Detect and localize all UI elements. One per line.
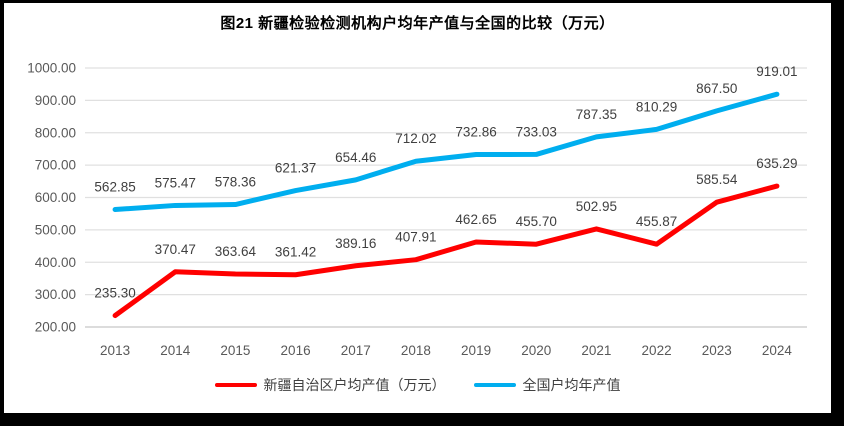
data-label: 810.29	[636, 99, 677, 114]
y-axis-tick-label: 800.00	[35, 125, 76, 140]
x-axis-tick-label: 2022	[642, 343, 672, 358]
data-label: 455.87	[636, 214, 677, 229]
x-axis-tick-label: 2019	[461, 343, 491, 358]
data-label: 235.30	[94, 286, 135, 301]
data-label: 621.37	[275, 161, 316, 176]
y-axis-tick-label: 200.00	[35, 320, 76, 335]
data-label: 575.47	[155, 175, 196, 190]
data-label: 361.42	[275, 245, 316, 260]
data-label: 363.64	[215, 244, 257, 259]
x-axis-tick-label: 2024	[762, 343, 793, 358]
x-axis-tick-label: 2021	[581, 343, 611, 358]
chart-legend: 新疆自治区户均产值（万元） 全国户均年产值	[4, 375, 831, 395]
x-axis-tick-label: 2017	[341, 343, 371, 358]
x-axis-tick-label: 2016	[281, 343, 311, 358]
y-axis-tick-label: 900.00	[35, 93, 76, 108]
data-label: 635.29	[756, 156, 797, 171]
y-axis-tick-label: 700.00	[35, 158, 76, 173]
x-axis-tick-label: 2018	[401, 343, 431, 358]
chart-title: 图21 新疆检验检测机构户均年产值与全国的比较（万元）	[220, 15, 615, 32]
data-label: 712.02	[395, 131, 436, 146]
data-label: 585.54	[696, 172, 738, 187]
x-axis-tick-label: 2020	[521, 343, 551, 358]
data-label: 462.65	[455, 212, 496, 227]
y-axis-tick-label: 300.00	[35, 287, 76, 302]
x-axis-tick-label: 2013	[100, 343, 130, 358]
data-label: 787.35	[576, 107, 617, 122]
data-label: 654.46	[335, 150, 376, 165]
legend-label-xinjiang: 新疆自治区户均产值（万元）	[263, 377, 446, 393]
data-label: 502.95	[576, 199, 617, 214]
x-axis-tick-label: 2014	[160, 343, 191, 358]
series-line	[112, 183, 780, 319]
series-line	[112, 91, 780, 213]
data-label: 370.47	[155, 242, 196, 257]
line-chart-plot-area: 1000.00 900.00 800.00 700.00 600.00 500.00 400…	[27, 61, 807, 358]
y-axis-tick-label: 400.00	[35, 255, 76, 270]
y-axis-tick-label: 1000.00	[27, 61, 76, 76]
legend-item-xinjiang: 新疆自治区户均产值（万元）	[214, 375, 446, 395]
data-label: 578.36	[215, 175, 256, 190]
x-axis-tick-label: 2023	[702, 343, 732, 358]
red-line-swatch-icon	[214, 383, 257, 387]
data-label: 389.16	[335, 236, 376, 251]
data-label: 407.91	[395, 230, 436, 245]
x-axis-tick-label: 2015	[220, 343, 250, 358]
data-label: 733.03	[516, 124, 557, 139]
data-label: 562.85	[94, 180, 135, 195]
y-axis-tick-label: 500.00	[35, 222, 76, 237]
y-axis-tick-label: 600.00	[35, 190, 76, 205]
legend-label-national: 全国户均年产值	[522, 377, 621, 393]
data-label: 455.70	[516, 214, 557, 229]
data-label: 919.01	[756, 64, 797, 79]
data-label: 732.86	[455, 124, 496, 139]
legend-item-national: 全国户均年产值	[473, 375, 621, 395]
data-label: 867.50	[696, 81, 737, 96]
blue-line-swatch-icon	[473, 383, 516, 387]
